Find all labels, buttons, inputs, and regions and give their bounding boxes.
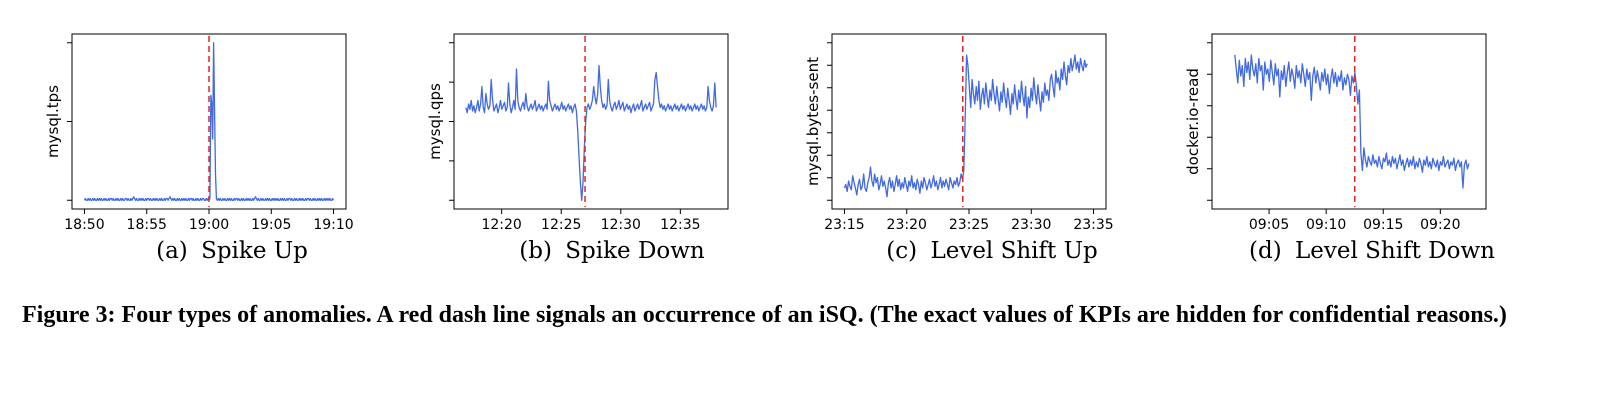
x-tick-label-c-1: 23:20 — [887, 217, 927, 233]
x-tick-label-a-1: 18:55 — [127, 217, 167, 233]
y-axis-label-a: mysql.tps — [44, 85, 62, 158]
x-tick-label-c-4: 23:35 — [1073, 217, 1113, 233]
x-tick-label-b-2: 12:30 — [601, 217, 641, 233]
x-tick-label-d-0: 09:05 — [1249, 217, 1289, 233]
subcaption-d: (d) Level Shift Down — [1182, 238, 1562, 264]
x-tick-label-b-1: 12:25 — [541, 217, 581, 233]
x-tick-label-a-3: 19:05 — [251, 217, 291, 233]
x-tick-label-c-0: 23:15 — [824, 217, 864, 233]
chart-svg-a: 18:50 18:55 19:00 19:05 19:10 mysql.tps — [44, 33, 354, 233]
x-tick-label-b-3: 12:35 — [660, 217, 700, 233]
subcaption-a: (a) Spike Up — [42, 238, 422, 264]
series-line-d-0 — [1234, 54, 1470, 189]
y-axis-label-c: mysql.bytes-sent — [804, 57, 822, 186]
x-tick-label-a-0: 18:50 — [64, 217, 104, 233]
subcaption-tag-b: (b) — [519, 238, 552, 264]
x-tick-label-c-3: 23:30 — [1011, 217, 1051, 233]
x-tick-label-d-2: 09:15 — [1363, 217, 1403, 233]
chart-svg-b: 12:20 12:25 12:30 12:35 mysql.qps — [426, 33, 729, 233]
subcaption-text-d: Level Shift Down — [1295, 238, 1495, 264]
series-line-c-0 — [843, 54, 1088, 198]
chart-svg-c: 23:15 23:20 23:25 23:30 23:35 mysql.bytes-sen… — [804, 33, 1114, 233]
x-tick-label-a-2: 19:00 — [189, 217, 229, 233]
chart-panel-c: 23:15 23:20 23:25 23:30 23:35 mysql.bytes-sen… — [802, 20, 1182, 270]
x-tick-label-c-2: 23:25 — [949, 217, 989, 233]
x-tick-label-a-4: 19:10 — [313, 217, 353, 233]
series-line-b-0 — [465, 64, 717, 201]
x-tick-label-b-0: 12:20 — [481, 217, 521, 233]
subcaption-c: (c) Level Shift Up — [802, 238, 1182, 264]
chart-panel-b: 12:20 12:25 12:30 12:35 mysql.qps (b) Spike … — [422, 20, 802, 270]
subcaption-text-c: Level Shift Up — [930, 238, 1098, 264]
subcaption-text-a: Spike Up — [201, 238, 308, 264]
subcaption-tag-c: (c) — [886, 238, 918, 264]
x-tick-label-d-3: 09:20 — [1420, 217, 1460, 233]
figure-caption: Figure 3: Four types of anomalies. A red… — [22, 302, 1507, 328]
chart-svg-d: 09:05 09:10 09:15 09:20 docker.io-read — [1184, 33, 1487, 233]
x-tick-label-d-1: 09:10 — [1306, 217, 1346, 233]
y-axis-label-b: mysql.qps — [426, 83, 444, 160]
subcaption-tag-a: (a) — [156, 238, 188, 264]
plot-frame-b — [453, 33, 729, 210]
chart-panel-a: 18:50 18:55 19:00 19:05 19:10 mysql.tps (a) S… — [42, 20, 422, 270]
subcaption-tag-d: (d) — [1249, 238, 1282, 264]
plot-frame-d — [1211, 33, 1487, 210]
chart-panel-d: 09:05 09:10 09:15 09:20 docker.io-read (d) L… — [1182, 20, 1562, 270]
y-axis-label-d: docker.io-read — [1184, 68, 1202, 175]
subcaption-b: (b) Spike Down — [422, 238, 802, 264]
subcaption-text-b: Spike Down — [565, 238, 705, 264]
